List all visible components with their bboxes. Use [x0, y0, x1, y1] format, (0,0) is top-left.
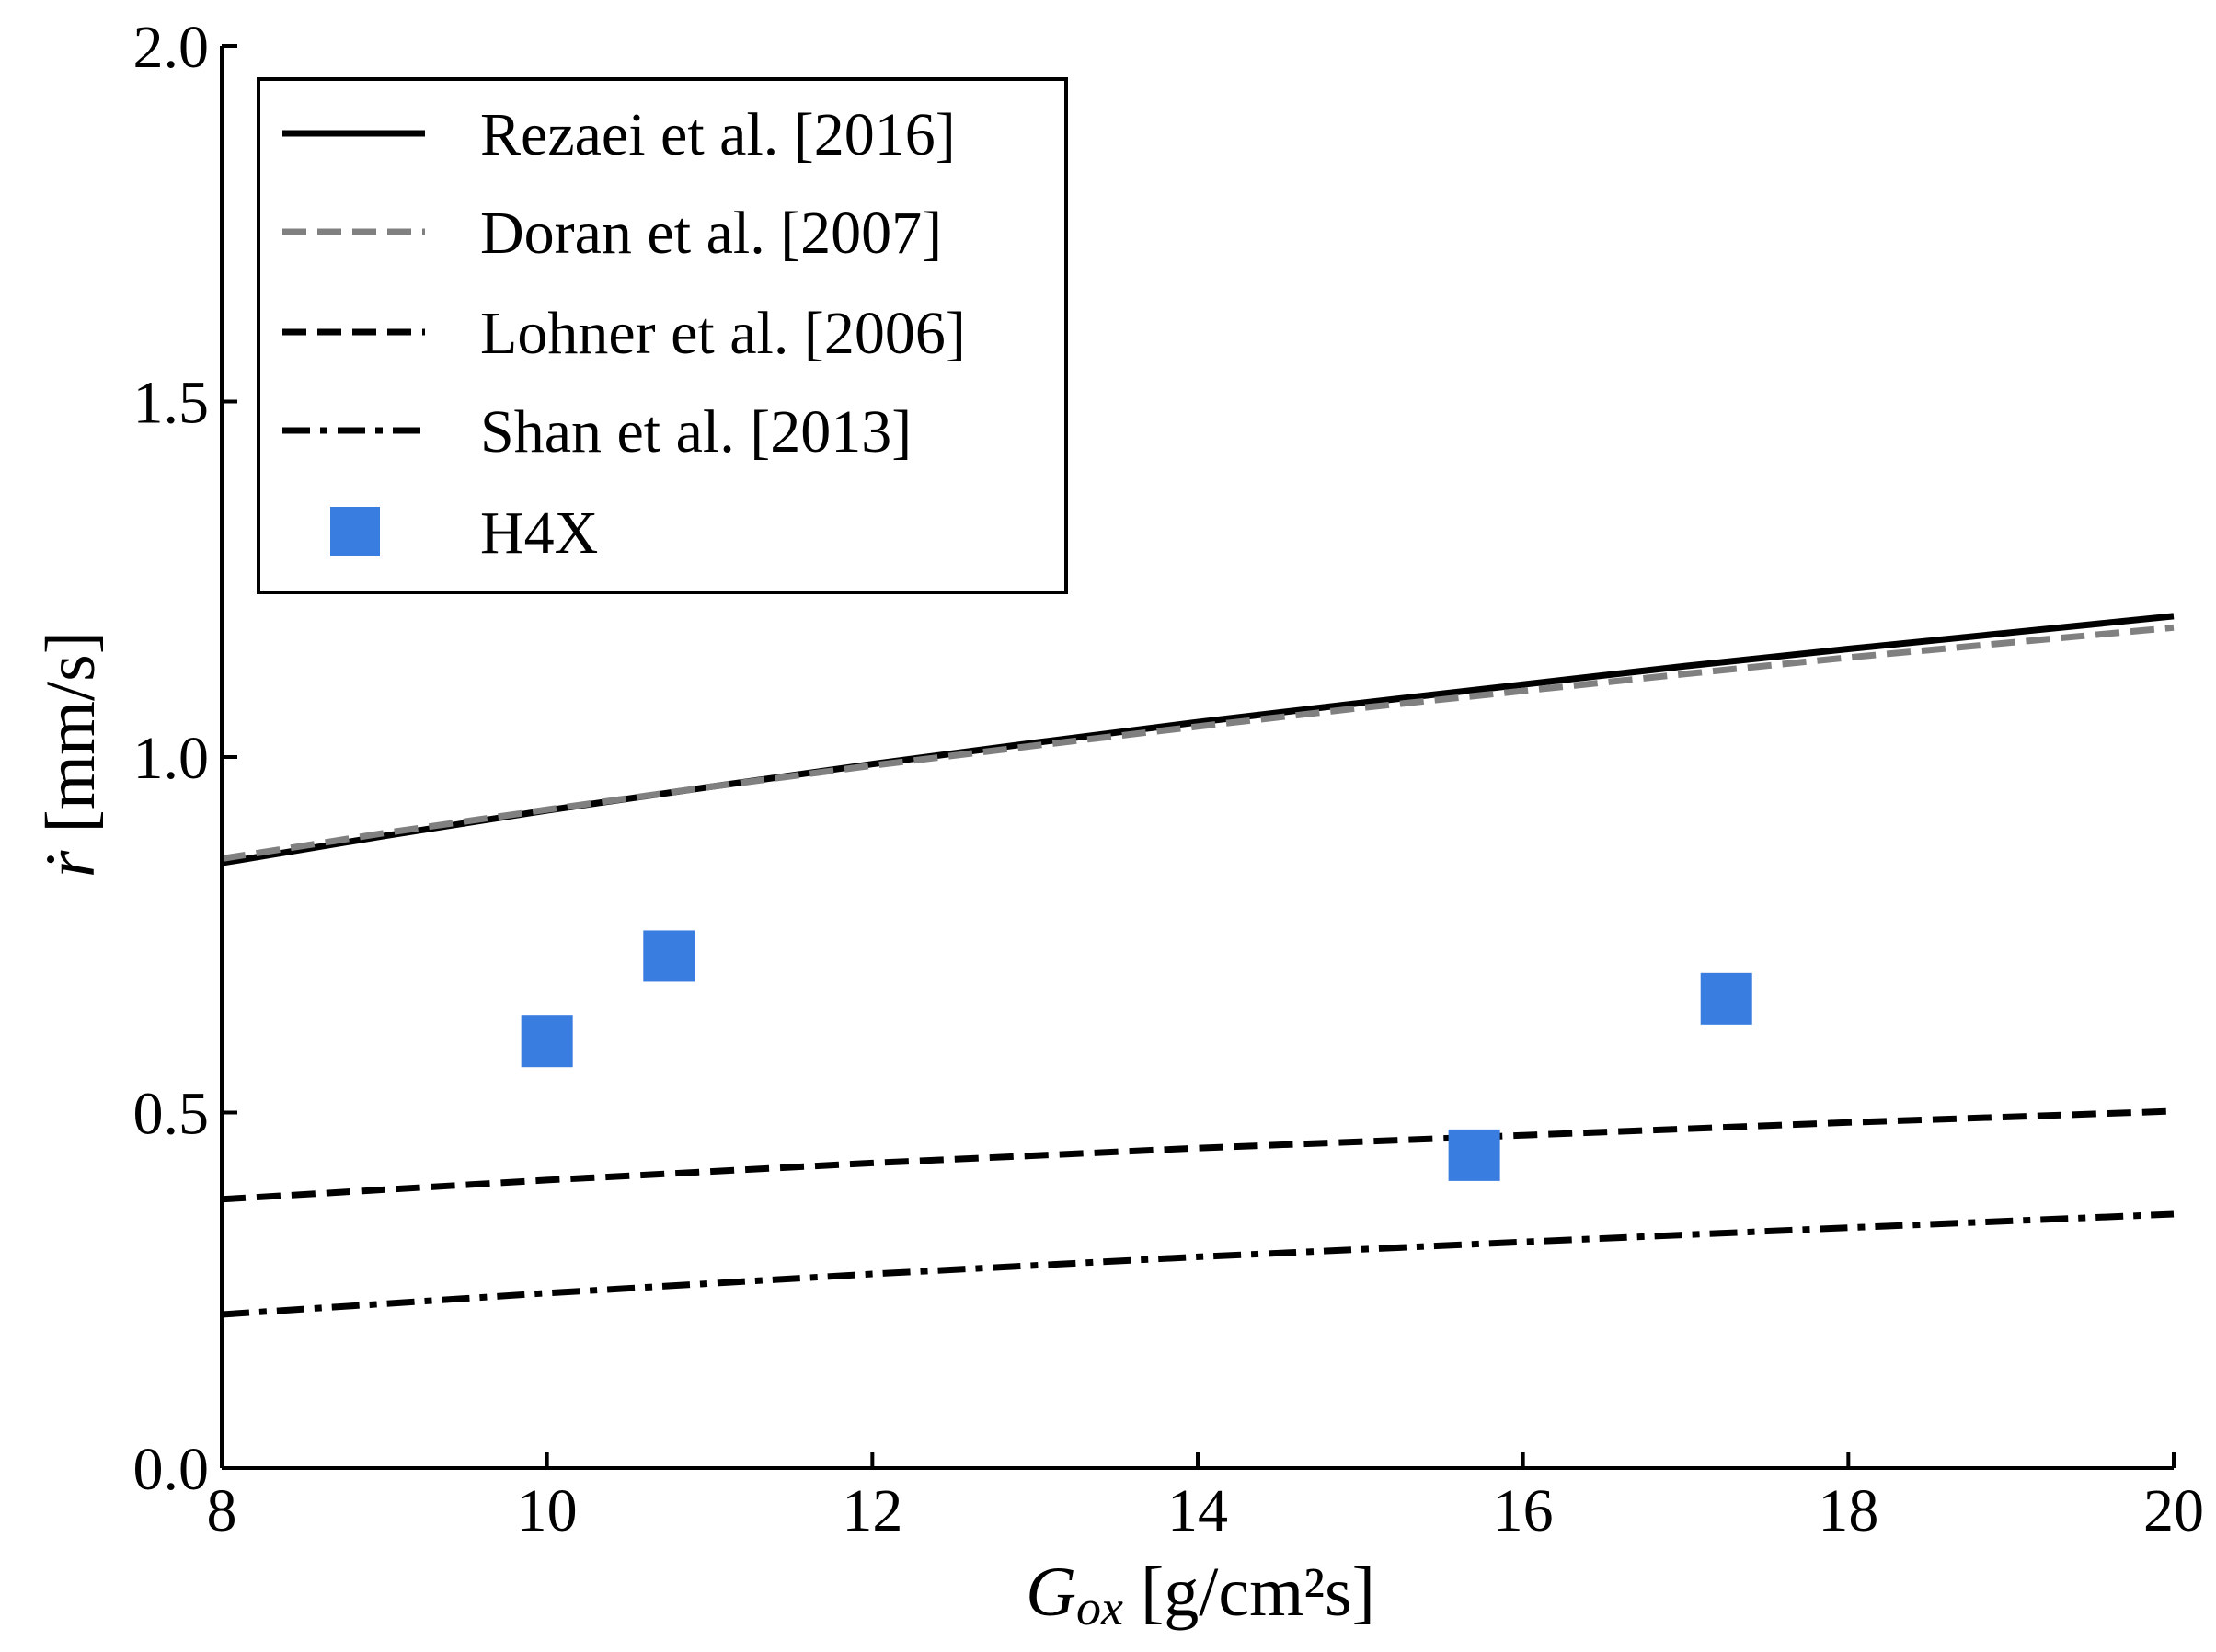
x-tick-label-6: 20 — [2143, 1477, 2204, 1544]
y-tick-label-0: 0.0 — [133, 1436, 210, 1503]
x-axis-label-symbol: G — [1026, 1554, 1076, 1631]
y-tick-label-2: 1.0 — [133, 725, 210, 792]
legend-label-3: Shan et al. [2013] — [480, 398, 912, 465]
y-axis-label: ṙ [mm/s] — [32, 631, 109, 878]
series-line-1 — [221, 624, 2175, 862]
x-tick-label-1: 10 — [517, 1477, 578, 1544]
x-tick-label-4: 16 — [1493, 1477, 1554, 1544]
x-axis-label-subscript: ox — [1076, 1580, 1123, 1635]
legend-label-4: H4X — [480, 499, 598, 567]
series-line-0 — [221, 613, 2175, 866]
plot-area — [221, 613, 2175, 1318]
legend: Rezaei et al. [2016] Doran et al. [2007] L… — [257, 77, 1068, 594]
series-line-2 — [221, 1107, 2175, 1203]
x-tick-label-0: 8 — [207, 1477, 237, 1544]
legend-label-2: Lohner et al. [2006] — [480, 300, 966, 367]
y-axis-label-units: [mm/s] — [32, 631, 109, 851]
x-axis-label: Gox [g/cm²s] — [1026, 1554, 1375, 1635]
y-tick-label-4: 2.0 — [133, 14, 210, 81]
legend-label-1: Doran et al. [2007] — [480, 200, 942, 267]
y-axis-label-symbol: ṙ — [32, 850, 109, 878]
legend-swatch-4 — [330, 507, 380, 556]
x-tick-label-2: 12 — [842, 1477, 902, 1544]
legend-frame — [257, 77, 1068, 594]
y-tick-label-1: 0.5 — [133, 1081, 210, 1148]
h4x-point-0 — [521, 1015, 573, 1068]
x-axis-label-units: [g/cm²s] — [1123, 1554, 1375, 1631]
h4x-point-1 — [643, 930, 695, 982]
h4x-point-3 — [1700, 972, 1752, 1025]
y-tick-label-3: 1.5 — [133, 370, 210, 437]
legend-label-0: Rezaei et al. [2016] — [480, 101, 956, 168]
axes: 8 10 12 14 16 18 20 0.0 0.5 1.0 1.5 2.0 — [133, 14, 2205, 1544]
x-tick-label-3: 14 — [1167, 1477, 1228, 1544]
h4x-point-2 — [1448, 1129, 1500, 1181]
series-line-3 — [221, 1210, 2175, 1318]
x-tick-label-5: 18 — [1818, 1477, 1878, 1544]
